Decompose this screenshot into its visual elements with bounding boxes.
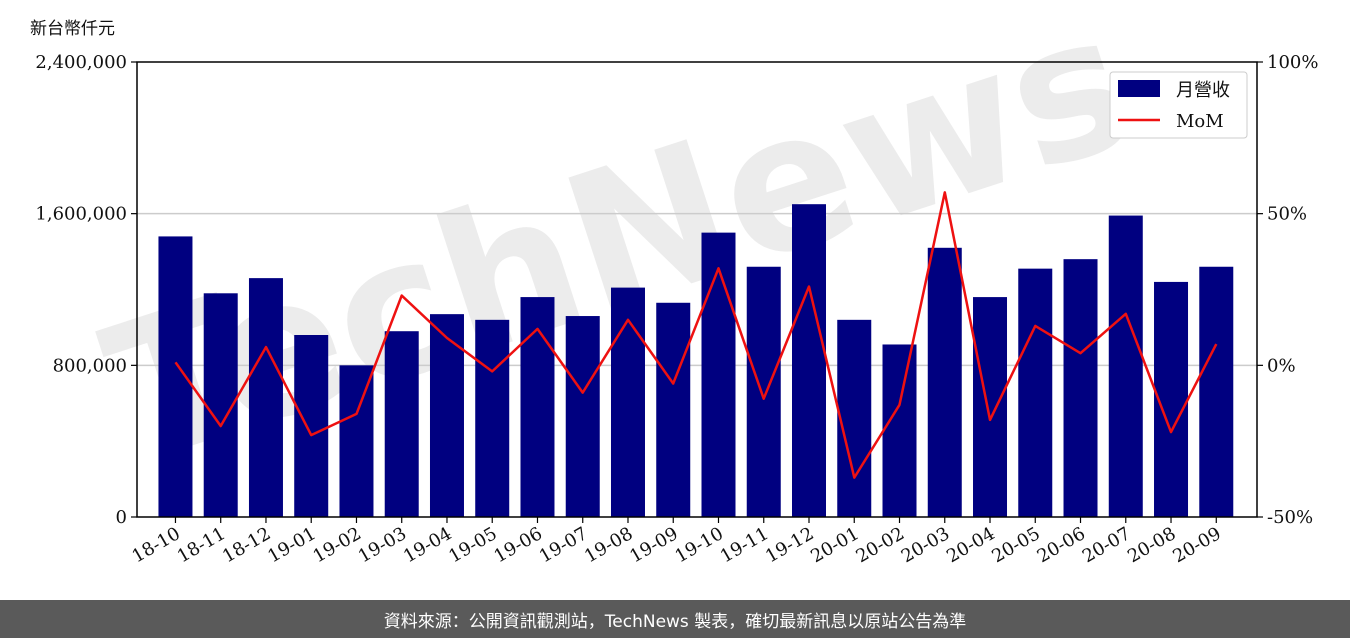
legend-label-mom: MoM — [1176, 111, 1224, 132]
bar-19-09 — [656, 302, 691, 517]
bar-20-05 — [1018, 268, 1053, 517]
x-tick-label: 20-08 — [1124, 523, 1179, 567]
x-tick-label: 19-03 — [355, 523, 410, 567]
bar-19-02 — [339, 365, 374, 517]
x-tick-label: 19-01 — [264, 523, 319, 567]
right-tick-label: 100% — [1267, 52, 1318, 73]
bar-20-04 — [973, 297, 1008, 517]
bar-18-10 — [158, 236, 193, 517]
bar-19-12 — [792, 204, 826, 517]
bar-series — [158, 204, 1234, 517]
x-tick-label: 20-02 — [853, 523, 908, 567]
x-tick-label: 19-08 — [581, 523, 636, 567]
mom-line-series — [174, 191, 1218, 479]
bar-20-03 — [927, 247, 962, 517]
x-tick-label: 20-03 — [898, 523, 953, 567]
plot-frame — [136, 61, 1258, 518]
bar-20-06 — [1063, 259, 1098, 517]
left-tick-label: 2,400,000 — [35, 52, 127, 73]
legend-label-revenue: 月營收 — [1176, 80, 1230, 101]
bar-20-01 — [837, 319, 872, 517]
left-tick-label: 1,600,000 — [35, 204, 127, 225]
mom-line — [174, 191, 1218, 479]
x-tick-label: 20-09 — [1169, 523, 1224, 567]
x-tick-label: 19-10 — [672, 523, 727, 567]
bar-19-06 — [520, 297, 555, 517]
x-tick-label: 20-04 — [943, 523, 998, 567]
x-tick-label: 20-06 — [1034, 523, 1089, 567]
x-tick-label: 19-09 — [626, 523, 681, 567]
bar-19-08 — [610, 287, 645, 517]
right-tick-label: 50% — [1267, 204, 1307, 225]
x-tick-label: 20-07 — [1079, 523, 1134, 567]
right-tick-label: 0% — [1267, 355, 1296, 376]
legend-swatch-bar — [1118, 80, 1160, 97]
bar-19-05 — [475, 319, 510, 517]
right-tick-label: -50% — [1267, 507, 1313, 528]
source-footer: 資料來源：公開資訊觀測站，TechNews 製表，確切最新訊息以原站公告為準 — [0, 600, 1350, 638]
left-tick-label: 800,000 — [53, 355, 127, 376]
x-tick-label: 19-04 — [400, 523, 455, 567]
left-tick-label: 0 — [116, 507, 127, 528]
x-tick-label: 19-05 — [445, 523, 500, 567]
bar-20-09 — [1199, 266, 1234, 517]
x-tick-label: 18-10 — [129, 523, 184, 567]
x-tick-label: 19-11 — [717, 523, 772, 567]
bar-18-12 — [248, 278, 283, 517]
bar-19-10 — [701, 232, 736, 517]
bar-20-02 — [882, 344, 917, 517]
bar-19-11 — [746, 266, 781, 517]
bar-19-03 — [384, 331, 419, 517]
x-tick-label: 19-06 — [491, 523, 546, 567]
x-tick-label: 19-12 — [762, 523, 817, 567]
y-axis-unit-label: 新台幣仟元 — [30, 19, 115, 39]
legend: 月營收 MoM — [1109, 71, 1248, 139]
bar-20-07 — [1108, 215, 1143, 517]
x-tick-label: 19-07 — [536, 523, 591, 567]
x-tick-label: 20-01 — [807, 523, 862, 567]
x-tick-label: 18-11 — [174, 523, 229, 567]
x-tick-label: 19-02 — [310, 523, 365, 567]
x-tick-label: 18-12 — [219, 523, 274, 567]
x-tick-label: 20-05 — [988, 523, 1043, 567]
bar-19-07 — [565, 316, 600, 517]
bar-19-04 — [429, 314, 464, 517]
revenue-chart: TechNews 0800,0001,600,0002,400,000-50%0… — [35, 0, 1318, 567]
bar-19-01 — [294, 335, 329, 517]
